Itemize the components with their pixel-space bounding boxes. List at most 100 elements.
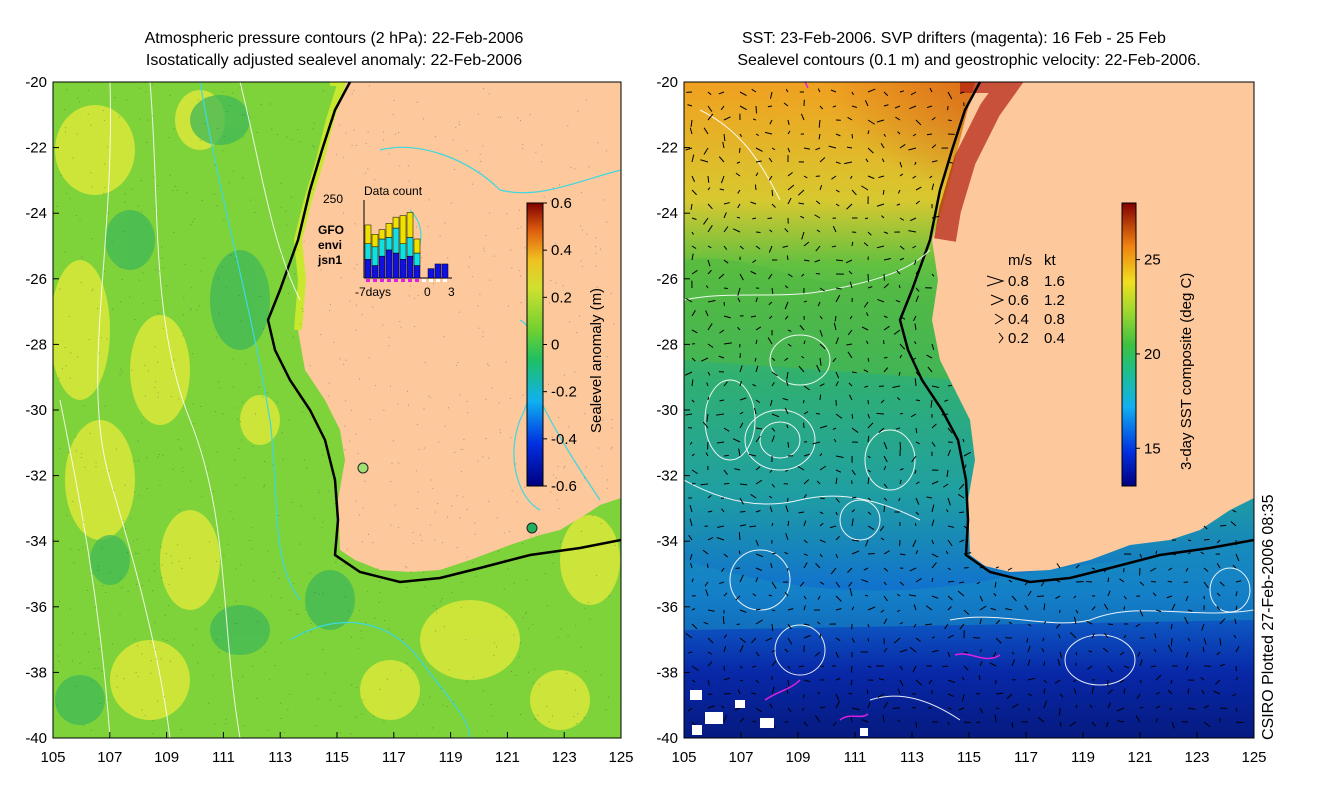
velocity-arrow (1027, 623, 1032, 627)
velocity-arrow (815, 200, 821, 205)
velocity-arrow (899, 144, 906, 149)
stipple-dot (84, 633, 86, 635)
velocity-arrow (1059, 721, 1062, 727)
stipple-dot (176, 189, 178, 191)
velocity-arrow (915, 679, 922, 686)
velocity-arrow (861, 579, 869, 583)
velocity-arrow (899, 217, 905, 221)
velocity-legend-ms: 0.6 (1008, 292, 1029, 309)
stipple-dot (606, 221, 608, 223)
stipple-dot (252, 665, 254, 667)
velocity-arrow (705, 285, 709, 289)
stipple-dot (157, 456, 159, 458)
velocity-arrow (831, 245, 837, 248)
velocity-arrow (867, 469, 871, 473)
stipple-dot (97, 307, 99, 309)
stipple-dot (349, 300, 351, 302)
data-count-bar (385, 237, 393, 251)
stipple-dot (404, 565, 406, 567)
velocity-arrow (947, 693, 954, 697)
velocity-arrow (979, 595, 984, 602)
velocity-arrow (963, 451, 972, 457)
stipple-dot (436, 612, 438, 614)
stipple-dot (379, 592, 381, 594)
velocity-arrow (878, 677, 885, 681)
stipple-dot (468, 266, 470, 268)
velocity-arrow (803, 562, 808, 569)
stipple-dot (99, 702, 101, 704)
velocity-arrow (883, 483, 888, 489)
stipple-dot (333, 341, 335, 343)
stipple-dot (367, 533, 369, 535)
velocity-arrow (706, 413, 709, 422)
stipple-dot (146, 142, 148, 144)
velocity-arrow (866, 312, 869, 317)
velocity-arrow (784, 648, 789, 653)
stipple-dot (291, 139, 293, 141)
stipple-dot (373, 715, 375, 717)
velocity-arrow (700, 357, 709, 362)
velocity-arrow (814, 715, 821, 723)
velocity-arrow (832, 225, 837, 233)
velocity-arrow (1234, 618, 1237, 625)
velocity-arrow (962, 693, 965, 702)
stipple-dot (466, 681, 468, 683)
left-pressure-contours (59, 82, 301, 738)
velocity-arrow (801, 231, 805, 240)
velocity-arrow (912, 245, 917, 249)
stipple-dot (354, 223, 356, 225)
velocity-arrow (835, 693, 840, 701)
stipple-dot (294, 273, 296, 275)
stipple-dot (146, 457, 148, 459)
stipple-dot (488, 500, 490, 502)
velocity-arrow (1041, 648, 1045, 653)
velocity-arrow (1011, 659, 1016, 667)
velocity-arrow (1135, 623, 1141, 628)
data-count-bar (427, 268, 435, 279)
stipple-dot (79, 220, 81, 222)
velocity-arrow (958, 483, 965, 490)
stipple-dot (172, 190, 174, 192)
velocity-arrow (803, 411, 809, 415)
velocity-arrow (1167, 689, 1173, 695)
stipple-dot (192, 353, 194, 355)
stipple-dot (451, 505, 453, 507)
stipple-dot (169, 94, 171, 96)
velocity-arrow (719, 329, 725, 334)
stipple-dot (179, 447, 181, 449)
velocity-arrow (878, 175, 885, 179)
stipple-dot (459, 517, 461, 519)
velocity-arrow (707, 203, 713, 210)
stipple-dot (538, 532, 540, 534)
data-count-bar (399, 243, 407, 260)
velocity-arrow (1139, 581, 1145, 586)
stipple-dot (535, 534, 537, 536)
stipple-dot (474, 522, 476, 524)
velocity-arrow (739, 524, 747, 527)
velocity-arrow (755, 339, 758, 345)
stipple-dot (589, 618, 591, 620)
velocity-arrow (867, 525, 875, 530)
velocity-arrow (915, 721, 918, 729)
velocity-arrow (865, 158, 869, 163)
stipple-dot (567, 125, 569, 127)
velocity-arrow (819, 539, 826, 543)
velocity-arrow (1073, 595, 1077, 599)
stipple-dot (466, 556, 468, 558)
velocity-arrow (963, 552, 972, 555)
stipple-dot (322, 90, 324, 92)
velocity-arrow (1089, 704, 1093, 709)
stipple-dot (552, 562, 554, 564)
stipple-dot (513, 634, 515, 636)
velocity-arrow (1043, 661, 1046, 667)
stipple-dot (61, 368, 63, 370)
velocity-arrow (867, 88, 876, 93)
velocity-arrow (815, 147, 821, 151)
velocity-arrow (925, 605, 933, 611)
stipple-dot (390, 385, 392, 387)
velocity-arrow (883, 441, 888, 450)
stipple-dot (394, 504, 396, 506)
velocity-arrow (771, 371, 778, 377)
velocity-arrow (691, 482, 696, 485)
stipple-dot (90, 124, 92, 126)
